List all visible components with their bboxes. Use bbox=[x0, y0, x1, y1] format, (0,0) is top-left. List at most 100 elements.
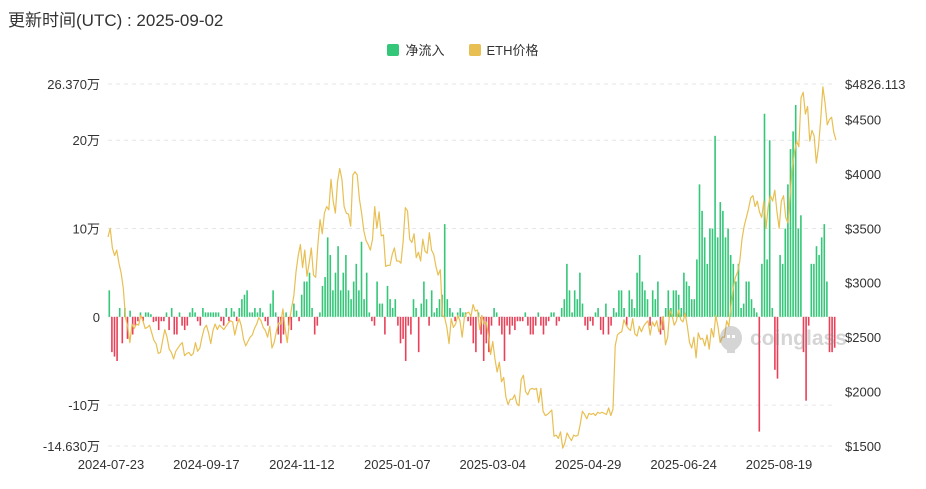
net-inflow-bar bbox=[729, 255, 732, 317]
net-inflow-bar bbox=[714, 135, 716, 317]
net-inflow-bar bbox=[134, 316, 137, 326]
net-inflow-bar bbox=[243, 294, 246, 317]
price-swatch bbox=[468, 43, 481, 56]
net-inflow-bar bbox=[449, 308, 451, 317]
net-inflow-bar bbox=[319, 312, 321, 317]
net-inflow-bar bbox=[204, 312, 207, 317]
net-inflow-bar bbox=[345, 255, 347, 317]
net-inflow-bar bbox=[787, 184, 789, 317]
net-inflow-bar bbox=[417, 316, 420, 353]
legend-item-inflow[interactable]: 净流入 bbox=[387, 40, 445, 59]
net-inflow-bar bbox=[407, 316, 410, 326]
net-inflow-bar bbox=[352, 281, 355, 317]
net-inflow-bar bbox=[147, 312, 150, 317]
net-inflow-bar bbox=[267, 316, 269, 326]
net-inflow-bar bbox=[716, 237, 719, 317]
net-inflow-bar bbox=[826, 281, 828, 317]
right-axis-tick-label: $1500 bbox=[845, 439, 881, 454]
net-inflow-bar bbox=[722, 210, 724, 317]
right-axis-tick-label: $2000 bbox=[845, 385, 881, 400]
net-inflow-bar bbox=[805, 316, 807, 401]
net-inflow-bar bbox=[137, 316, 139, 322]
net-inflow-bar bbox=[376, 281, 378, 317]
net-inflow-bar bbox=[566, 263, 568, 317]
net-inflow-bar bbox=[389, 299, 391, 317]
net-inflow-bar bbox=[306, 281, 308, 317]
net-inflow-bar bbox=[436, 308, 438, 317]
net-inflow-bar bbox=[698, 184, 701, 317]
net-inflow-bar bbox=[625, 316, 628, 326]
net-inflow-bar bbox=[139, 312, 142, 317]
net-inflow-bar bbox=[363, 299, 365, 317]
left-axis-tick-label: 26.370万 bbox=[47, 77, 100, 92]
net-inflow-bar bbox=[558, 316, 560, 322]
net-inflow-bar bbox=[719, 202, 722, 317]
net-inflow-bar bbox=[462, 312, 464, 317]
net-inflow-bar bbox=[157, 316, 160, 331]
inflow-swatch bbox=[387, 43, 400, 56]
net-inflow-bar bbox=[602, 316, 605, 335]
right-axis-tick-label: $3000 bbox=[845, 276, 881, 291]
coinglass-watermark: coinglass bbox=[718, 324, 847, 354]
net-inflow-bar bbox=[251, 312, 254, 317]
net-inflow-bar bbox=[209, 312, 212, 317]
net-inflow-bar bbox=[516, 316, 519, 322]
net-inflow-bar bbox=[326, 237, 329, 317]
net-inflow-bar bbox=[610, 316, 612, 326]
net-inflow-bar bbox=[524, 312, 527, 317]
net-inflow-bar bbox=[191, 308, 194, 317]
net-inflow-bar bbox=[802, 316, 805, 353]
net-inflow-bar bbox=[677, 294, 680, 317]
net-inflow-bar bbox=[641, 281, 644, 317]
net-inflow-bar bbox=[118, 308, 121, 317]
net-inflow-bar bbox=[410, 316, 412, 335]
net-inflow-bar bbox=[202, 308, 204, 317]
net-inflow-bar bbox=[584, 316, 586, 326]
update-time-title: 更新时间(UTC) : 2025-09-02 bbox=[8, 11, 224, 30]
eth-price-line bbox=[107, 86, 837, 449]
right-axis-tick-label: $4826.113 bbox=[845, 77, 906, 92]
net-inflow-bar bbox=[282, 316, 285, 335]
net-inflow-bar bbox=[264, 316, 267, 322]
net-inflow-bar bbox=[683, 272, 685, 317]
net-inflow-bar bbox=[259, 308, 261, 317]
net-inflow-bar bbox=[597, 308, 599, 317]
left-axis-tick-label: -10万 bbox=[68, 398, 100, 413]
net-inflow-bar bbox=[423, 281, 425, 317]
net-inflow-bar bbox=[337, 246, 339, 317]
net-inflow-bar bbox=[735, 281, 737, 317]
net-inflow-bar bbox=[508, 316, 511, 335]
net-inflow-bar bbox=[701, 210, 703, 317]
net-inflow-bar bbox=[755, 312, 758, 317]
net-inflow-bar bbox=[433, 312, 436, 317]
net-inflow-bar bbox=[446, 299, 449, 317]
net-inflow-bar bbox=[485, 316, 488, 344]
net-inflow-bar bbox=[313, 316, 316, 335]
net-inflow-bar bbox=[638, 255, 641, 317]
net-inflow-bar bbox=[823, 224, 826, 317]
net-inflow-bar bbox=[576, 299, 579, 317]
net-inflow-bar bbox=[631, 299, 633, 317]
net-inflow-bar bbox=[623, 308, 625, 317]
net-inflow-bar bbox=[163, 316, 165, 322]
net-inflow-bar bbox=[563, 299, 566, 317]
net-inflow-bar bbox=[742, 303, 745, 317]
net-inflow-bar bbox=[758, 316, 761, 432]
net-inflow-bar bbox=[831, 316, 833, 353]
net-inflow-bar bbox=[303, 281, 306, 317]
net-inflow-bar bbox=[358, 290, 360, 317]
net-inflow-bar bbox=[428, 316, 430, 326]
net-inflow-bar bbox=[280, 316, 282, 344]
net-inflow-bar bbox=[540, 316, 542, 326]
net-inflow-bar bbox=[368, 312, 371, 317]
net-inflow-bar bbox=[254, 308, 256, 317]
net-inflow-bar bbox=[511, 316, 514, 326]
net-inflow-bar bbox=[820, 237, 823, 317]
net-inflow-bar bbox=[828, 316, 831, 353]
net-inflow-bar bbox=[443, 224, 446, 317]
net-inflow-bar bbox=[183, 316, 186, 331]
net-inflow-bar bbox=[784, 228, 787, 317]
net-inflow-bar bbox=[230, 308, 233, 317]
net-inflow-bar bbox=[308, 272, 311, 317]
legend-item-price[interactable]: ETH价格 bbox=[468, 40, 539, 59]
